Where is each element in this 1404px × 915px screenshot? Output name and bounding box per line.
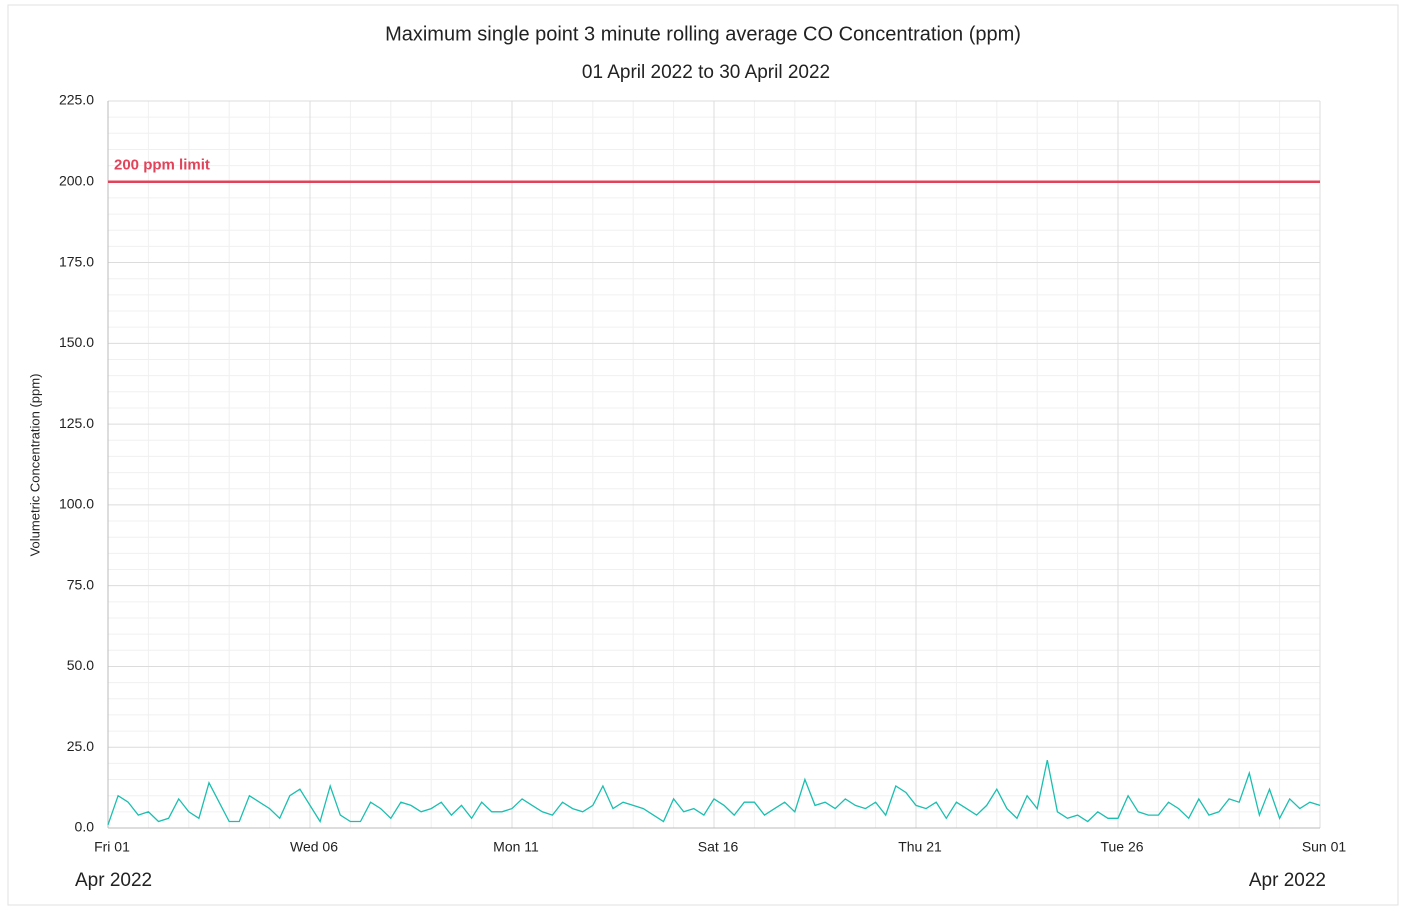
y-tick-label: 75.0: [67, 576, 94, 592]
y-tick-label: 125.0: [59, 415, 94, 431]
x-tick-label: Sat 16: [698, 839, 739, 855]
y-tick-label: 25.0: [67, 738, 94, 754]
y-tick-label: 175.0: [59, 253, 94, 269]
chart-title: Maximum single point 3 minute rolling av…: [385, 23, 1021, 45]
chart-frame: [7, 4, 1399, 906]
y-tick-label: 100.0: [59, 496, 94, 512]
x-tick-label: Thu 21: [898, 839, 942, 855]
x-tick-label: Sun 01: [1302, 839, 1347, 855]
y-tick-label: 225.0: [59, 92, 94, 108]
x-sublabel: Apr 2022: [1249, 870, 1326, 891]
limit-label: 200 ppm limit: [114, 157, 210, 174]
y-axis-label: Volumetric Concentration (ppm): [27, 374, 42, 557]
y-tick-label: 200.0: [59, 172, 94, 188]
data-line: [107, 759, 1321, 826]
x-sublabel: Apr 2022: [75, 870, 152, 891]
x-tick-label: Fri 01: [94, 839, 130, 855]
chart-subtitle: 01 April 2022 to 30 April 2022: [582, 62, 830, 83]
y-tick-label: 0.0: [75, 819, 95, 835]
x-tick-label: Tue 26: [1100, 839, 1143, 855]
x-tick-label: Wed 06: [290, 839, 338, 855]
x-tick-label: Mon 11: [493, 839, 539, 855]
y-tick-label: 50.0: [67, 657, 94, 673]
y-tick-label: 150.0: [59, 334, 94, 350]
